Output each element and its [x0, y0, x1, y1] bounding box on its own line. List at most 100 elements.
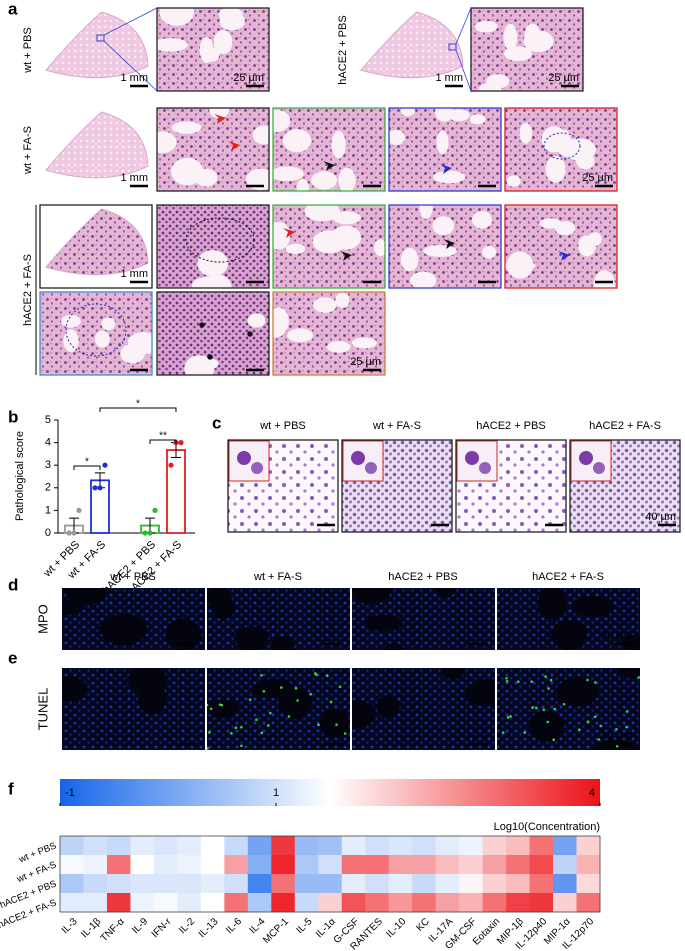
alveolus [523, 30, 554, 53]
heatmap-cell [83, 855, 108, 875]
heatmap-cell [153, 855, 178, 875]
signal [552, 738, 556, 741]
frame [227, 439, 339, 533]
signal [338, 685, 342, 689]
signal [260, 731, 264, 735]
micrograph [352, 588, 495, 650]
inset-cell [365, 462, 377, 474]
signal [325, 674, 329, 678]
scale-bar-label: 25 µm [548, 72, 579, 84]
dark-space [271, 635, 294, 650]
alveolus [436, 130, 449, 155]
alveolus [374, 239, 385, 257]
heatmap-cell [365, 855, 389, 875]
alveolus [448, 109, 470, 122]
heatmap-cell [482, 855, 507, 875]
alveolus [326, 341, 351, 353]
heatmap-cell [506, 836, 530, 856]
micrograph-content [62, 588, 205, 650]
alveolus [137, 334, 152, 351]
heatmap-cell [506, 874, 530, 894]
scale-bar-label: 25 µm [582, 172, 613, 184]
data-point [152, 507, 158, 513]
heatmap-cell [83, 893, 108, 913]
heatmap-cell [412, 874, 436, 894]
column-label: wt + FA-S [372, 420, 421, 432]
alveolus [519, 122, 533, 144]
dark-space [551, 620, 588, 650]
dark-space [465, 679, 495, 707]
alveolus [296, 179, 309, 191]
signal [240, 725, 243, 729]
significance-bracket [99, 407, 177, 412]
background [352, 668, 495, 750]
row-label: hACE2 + PBS [337, 15, 349, 84]
signal [343, 732, 347, 735]
micrograph [388, 204, 502, 289]
heatmap-cell [318, 836, 343, 856]
zoom-line [455, 7, 472, 45]
scale-bar-label: 1 mm [121, 172, 149, 184]
heatmap-cell [200, 874, 225, 894]
micrograph [39, 204, 153, 289]
column-label: hACE2 + FA-S [589, 420, 661, 432]
heatmap-cell [553, 836, 577, 856]
alveolus [170, 157, 204, 186]
heatmap-cell [506, 855, 530, 875]
y-axis-label: Pathological score [14, 431, 26, 521]
dark-space [127, 668, 167, 694]
row-label: MPO [35, 604, 50, 634]
dark-space [435, 588, 456, 598]
alveolus [273, 221, 291, 250]
heatmap-cell [153, 874, 178, 894]
micrograph-content [273, 108, 385, 191]
alveolus [63, 329, 79, 352]
colorbar-tick-label: 1 [273, 787, 279, 799]
signal [546, 720, 550, 724]
signal [207, 703, 209, 707]
signal [248, 698, 252, 701]
heatmap-cell [318, 874, 343, 894]
heatmap-cell [106, 836, 131, 856]
frame [39, 291, 153, 376]
signal [615, 727, 618, 731]
arrow [228, 141, 240, 151]
micrograph-content [505, 108, 617, 191]
signal [531, 706, 534, 709]
alveolus [101, 317, 116, 331]
micrograph [504, 204, 618, 289]
alveolus [247, 313, 266, 328]
micrograph [272, 291, 386, 376]
micrograph-content [157, 8, 269, 91]
heatmap-cell [576, 893, 601, 913]
column-label: hACE2 + PBS [476, 420, 545, 432]
significance-bracket [149, 439, 177, 444]
row-label: TUNEL [35, 688, 50, 731]
scale-bar-label: 30 µm [601, 630, 632, 642]
alveolus [273, 109, 291, 133]
dark-space [352, 588, 392, 605]
signal [637, 676, 640, 679]
alveolus [587, 232, 602, 247]
column-label: wt + PBS [109, 571, 156, 583]
heatmap-cell [576, 855, 601, 875]
micrograph [388, 107, 502, 192]
zoom-line [455, 49, 472, 92]
micrograph-content [273, 205, 385, 288]
micrograph-content [352, 668, 495, 750]
heatmap-cell [412, 855, 436, 875]
column-label: IL-5 [295, 916, 315, 936]
column-label: hACE2 + PBS [388, 571, 457, 583]
scale-bar-label: 1 mm [121, 268, 149, 280]
signal [593, 715, 597, 719]
frame [388, 107, 502, 192]
alveolus [400, 108, 415, 117]
lesion-outline [65, 303, 127, 357]
signal [280, 686, 283, 689]
micrograph-content [505, 205, 617, 288]
micrograph-content [389, 205, 501, 288]
alveolus [554, 221, 576, 236]
heatmap-cell [482, 874, 507, 894]
signal [516, 680, 520, 684]
alveolus [273, 327, 285, 338]
